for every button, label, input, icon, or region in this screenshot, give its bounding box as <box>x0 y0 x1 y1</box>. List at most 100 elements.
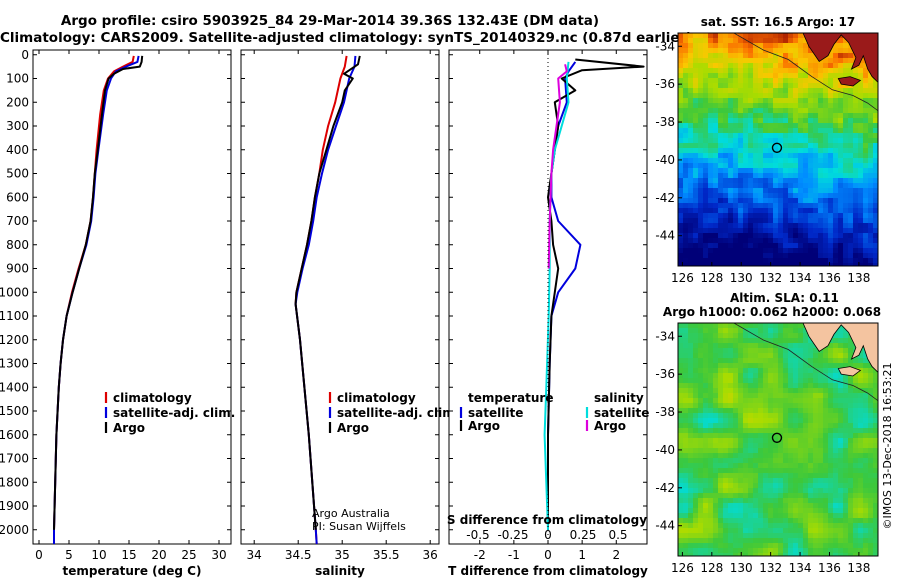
map-cell <box>693 168 698 173</box>
map-cell <box>858 218 863 223</box>
map-cell <box>793 523 798 528</box>
map-cell <box>813 428 818 433</box>
map-cell <box>738 543 743 548</box>
map-cell <box>838 133 843 138</box>
map-cell <box>863 253 868 258</box>
map-cell <box>783 458 788 463</box>
map-cell <box>688 518 693 523</box>
map-cell <box>863 543 868 548</box>
map-cell <box>778 503 783 508</box>
map-cell <box>853 198 858 203</box>
map-cell <box>818 458 823 463</box>
map-cell <box>798 258 803 263</box>
map-cell <box>733 183 738 188</box>
map-cell <box>748 418 753 423</box>
map-cell <box>833 358 838 363</box>
map-cell <box>848 228 853 233</box>
map-cell <box>678 518 683 523</box>
map-cell <box>758 233 763 238</box>
map-cell <box>783 433 788 438</box>
map-cell <box>763 193 768 198</box>
map-cell <box>833 73 838 78</box>
map-cell <box>753 258 758 263</box>
map-cell <box>858 548 863 553</box>
map-cell <box>783 218 788 223</box>
y-tick-label: -40 <box>655 443 675 457</box>
map-cell <box>773 38 778 43</box>
map-cell <box>798 238 803 243</box>
map-cell <box>843 218 848 223</box>
map-cell <box>698 423 703 428</box>
map-cell <box>848 528 853 533</box>
map-cell <box>723 128 728 133</box>
map-cell <box>868 168 873 173</box>
map-cell <box>798 483 803 488</box>
map-cell <box>683 398 688 403</box>
map-cell <box>818 88 823 93</box>
map-cell <box>688 433 693 438</box>
map-cell <box>803 253 808 258</box>
map-cell <box>733 448 738 453</box>
x-tick-label: 128 <box>700 561 723 575</box>
map-cell <box>733 403 738 408</box>
map-cell <box>858 68 863 73</box>
map-cell <box>703 403 708 408</box>
map-cell <box>718 508 723 513</box>
map-cell <box>803 183 808 188</box>
map-cell <box>713 153 718 158</box>
map-cell <box>688 493 693 498</box>
map-cell <box>748 128 753 133</box>
map-cell <box>713 198 718 203</box>
map-cell <box>758 38 763 43</box>
map-cell <box>693 443 698 448</box>
map-cell <box>798 223 803 228</box>
map-cell <box>833 123 838 128</box>
map-cell <box>788 118 793 123</box>
map-cell <box>763 133 768 138</box>
map-cell <box>833 438 838 443</box>
map-cell <box>703 328 708 333</box>
map-cell <box>803 373 808 378</box>
map-cell <box>693 113 698 118</box>
map-cell <box>703 168 708 173</box>
map-cell <box>843 228 848 233</box>
map-cell <box>773 133 778 138</box>
map-cell <box>873 458 878 463</box>
map-cell <box>828 93 833 98</box>
map-cell <box>693 103 698 108</box>
map-cell <box>753 183 758 188</box>
map-cell <box>678 453 683 458</box>
map-cell <box>873 253 878 258</box>
map-cell <box>728 193 733 198</box>
map-cell <box>698 448 703 453</box>
map-cell <box>748 158 753 163</box>
map-cell <box>783 423 788 428</box>
map-cell <box>758 143 763 148</box>
map-cell <box>863 493 868 498</box>
map-cell <box>688 508 693 513</box>
map-cell <box>733 128 738 133</box>
map-cell <box>728 218 733 223</box>
map-cell <box>743 173 748 178</box>
map-cell <box>848 348 853 353</box>
map-cell <box>713 123 718 128</box>
map-cell <box>678 103 683 108</box>
map-cell <box>833 198 838 203</box>
map-cell <box>758 53 763 58</box>
map-cell <box>723 223 728 228</box>
map-cell <box>758 403 763 408</box>
map-cell <box>718 218 723 223</box>
legend-label: Argo <box>113 421 145 435</box>
map-cell <box>788 423 793 428</box>
map-cell <box>738 533 743 538</box>
map-cell <box>798 328 803 333</box>
map-cell <box>683 443 688 448</box>
map-cell <box>788 143 793 148</box>
map-cell <box>728 323 733 328</box>
map-cell <box>733 138 738 143</box>
map-cell <box>728 428 733 433</box>
map-cell <box>708 553 713 556</box>
map-cell <box>843 503 848 508</box>
map-cell <box>838 438 843 443</box>
map-cell <box>823 253 828 258</box>
